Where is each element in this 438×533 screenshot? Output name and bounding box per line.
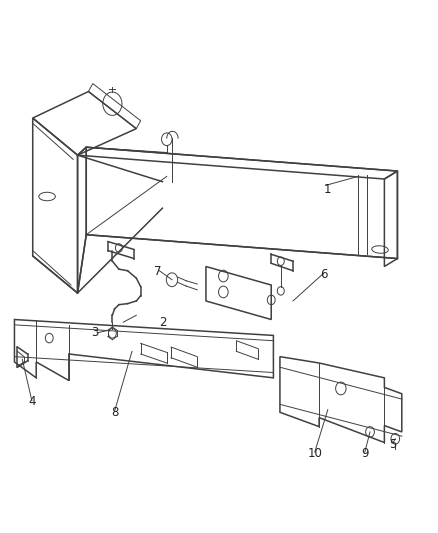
- Text: 7: 7: [154, 265, 162, 278]
- Text: 6: 6: [320, 268, 327, 281]
- Text: 4: 4: [28, 395, 35, 408]
- Text: 5: 5: [389, 438, 397, 450]
- Text: 3: 3: [91, 326, 99, 340]
- Text: 9: 9: [361, 447, 368, 459]
- Text: 8: 8: [111, 406, 118, 419]
- Text: 2: 2: [159, 316, 166, 329]
- Text: 10: 10: [307, 447, 322, 459]
- Text: 1: 1: [324, 183, 332, 196]
